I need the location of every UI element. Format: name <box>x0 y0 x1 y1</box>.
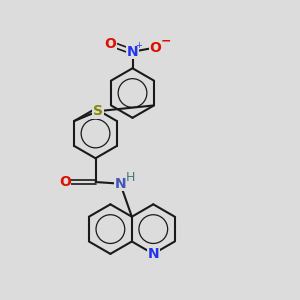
Text: N: N <box>127 45 138 59</box>
Text: N: N <box>148 247 159 261</box>
Text: O: O <box>104 37 116 51</box>
Text: +: + <box>135 41 142 50</box>
Text: O: O <box>59 175 71 189</box>
Text: −: − <box>160 35 171 48</box>
Text: N: N <box>115 177 126 191</box>
Text: H: H <box>125 171 135 184</box>
Text: O: O <box>150 41 162 55</box>
Text: S: S <box>93 104 103 118</box>
